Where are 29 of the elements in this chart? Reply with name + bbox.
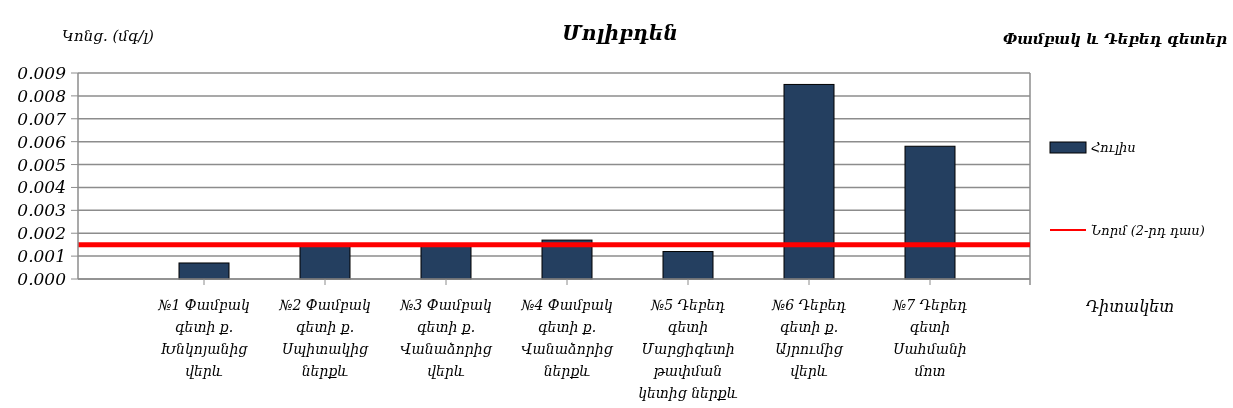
x-tick-label: №6 Դեբեդ գետի ք. Այրումից վերև (770, 297, 847, 379)
bar (178, 262, 230, 280)
y-tick-label: 0.003 (17, 200, 66, 221)
bar (299, 244, 351, 280)
x-tick-label: №7 Դեբեդ գետի Սահմանի մոտ (891, 297, 968, 379)
x-tick-label: №2 Փամբակ գետի ք. Սպիտակից ներքև (278, 297, 371, 379)
bar (662, 251, 714, 280)
y-tick-label: 0.006 (17, 131, 67, 152)
y-axis-title: Կոնց. (մգ/լ) (62, 27, 155, 45)
legend-label: Նորմ (2-րդ դաս) (1091, 222, 1205, 238)
x-axis-title: Դիտակետ (1085, 297, 1175, 316)
text: Փամբակ և Դեբեդ գետեր (1002, 30, 1228, 48)
y-tick-label: 0.008 (17, 85, 67, 106)
chart-title: Մոլիբդեն (562, 21, 678, 45)
y-tick-label: 0.004 (17, 177, 66, 198)
legend-label: Հուլիս (1091, 139, 1136, 155)
y-tick-label: 0.000 (17, 268, 67, 289)
bar (904, 145, 956, 280)
y-tick-label: 0.007 (17, 108, 67, 129)
bar (420, 244, 472, 280)
x-tick-label: №5 Դեբեդ գետի Մարցիգետի թափման կետից ներքև (638, 297, 738, 401)
y-tick-label: 0.009 (17, 62, 67, 83)
y-tick-label: 0.001 (17, 246, 66, 267)
x-tick-label: №3 Փամբակ գետի ք. Վանաձորից վերև (399, 297, 493, 379)
bar (783, 83, 835, 280)
x-tick-label: №1 Փամբակ գետի ք. Խնկոյանից վերև (157, 297, 250, 379)
x-tick-label: №4 Փամբակ գետի ք. Վանաձորից ներքև (520, 297, 614, 379)
y-tick-label: 0.002 (17, 223, 66, 244)
y-tick-label: 0.005 (17, 154, 66, 175)
